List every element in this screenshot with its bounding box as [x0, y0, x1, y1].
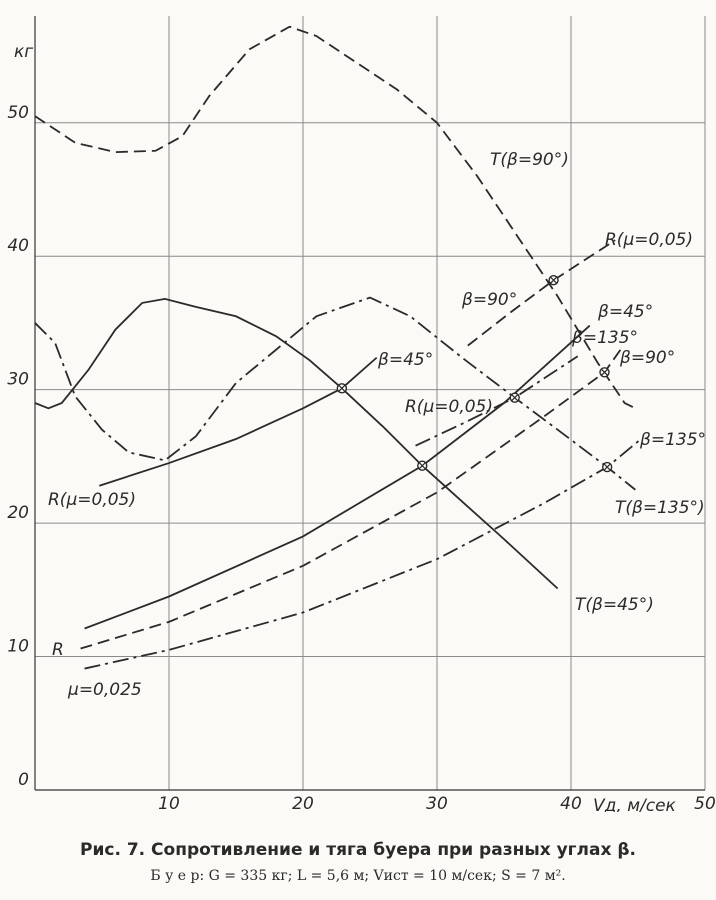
curve [80, 349, 622, 650]
intersection-marker [548, 275, 559, 286]
curve [99, 356, 378, 487]
curve [84, 324, 591, 630]
curve [34, 25, 639, 411]
curve [34, 297, 559, 590]
curve [467, 239, 616, 347]
y-tick-label: 40 [7, 236, 29, 256]
y-tick-label: 30 [7, 370, 29, 390]
marker-part [603, 463, 611, 471]
curve-label: β=45° [597, 302, 653, 322]
intersection-marker [417, 460, 428, 471]
y-tick-label: 20 [7, 503, 29, 523]
curve-label: β=135° [639, 430, 706, 450]
x-tick-label: 40 [560, 794, 582, 812]
curve-label: R(μ=0,05) [405, 397, 493, 417]
curve-label: R [52, 640, 64, 660]
marker-part [338, 384, 346, 392]
y-tick-label: 50 [7, 103, 29, 123]
marker-part [601, 368, 608, 376]
chart: кг Vд, м/сек 0 10 20 30 40 50 10 20 30 40 50 T(β=90… [7, 16, 716, 816]
curve [34, 296, 636, 491]
curve [84, 439, 640, 670]
x-axis-label: Vд, м/сек [593, 796, 677, 812]
y-axis-label: кг [14, 42, 33, 62]
curve-label: R(μ=0,05) [605, 230, 693, 250]
curve-label: μ=0,025 [67, 680, 142, 700]
intersection-marker [336, 383, 348, 394]
curve-label: β=90° [619, 348, 675, 368]
caption-subtitle: Б у е р: G = 335 кг; L = 5,6 м; Vист = 1… [150, 868, 566, 884]
y-tick-label: 0 [18, 770, 29, 790]
y-tick-label: 10 [7, 637, 29, 657]
curve-label: β=135° [571, 328, 638, 348]
marker-part [550, 276, 558, 284]
x-tick-label: 20 [292, 794, 314, 812]
intersection-marker [601, 461, 613, 473]
x-tick-label: 50 [694, 794, 716, 812]
marker-part [418, 462, 426, 470]
curve-label: T(β=45°) [575, 595, 654, 615]
curve-label: T(β=90°) [490, 150, 569, 170]
intersection-marker [509, 392, 520, 403]
curve-label: T(β=135°) [615, 498, 705, 518]
marker-part [511, 394, 519, 402]
caption-title: Рис. 7. Сопротивление и тяга буера при р… [80, 840, 636, 860]
x-tick-label: 10 [158, 794, 180, 812]
curve [415, 355, 579, 447]
curve-label: β=90° [461, 290, 517, 310]
intersection-marker [599, 367, 610, 378]
curve-label: β=45° [377, 350, 433, 370]
curve-label: R(μ=0,05) [48, 490, 136, 510]
x-tick-label: 30 [426, 794, 448, 812]
